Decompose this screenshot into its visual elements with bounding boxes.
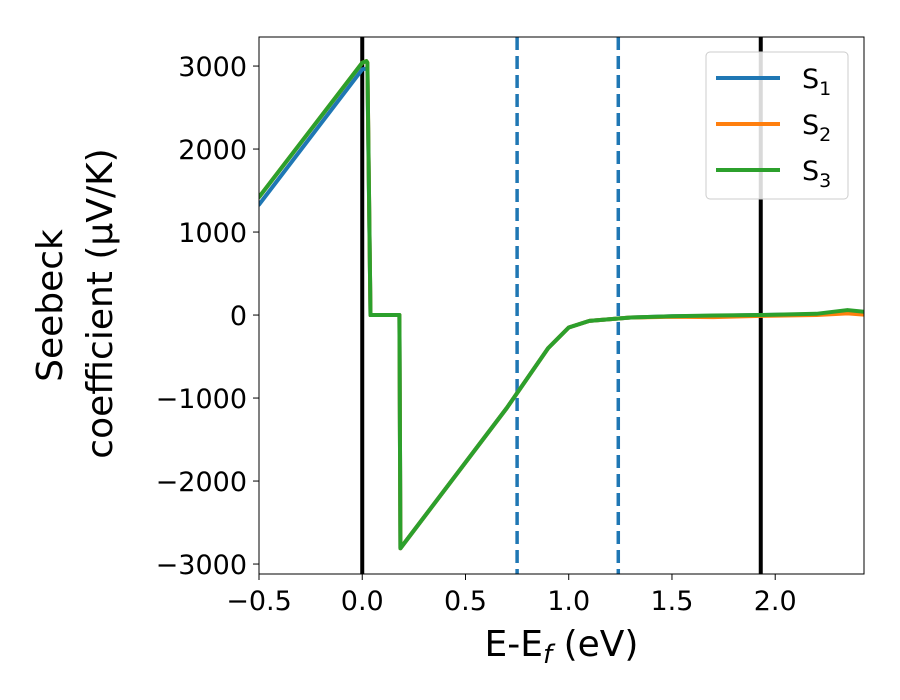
y-axis-title-line2: coefficient (μV/K)	[80, 148, 121, 458]
legend-label: S3	[802, 156, 831, 192]
x-tick-label: 0.0	[341, 586, 384, 617]
axis-ticks: −0.5 0.0 0.5 1.0 1.5 2.0 −3000 −2000 −1000 0 1000 2…	[156, 52, 797, 617]
y-tick-label: 3000	[178, 52, 247, 83]
y-tick-label: −1000	[156, 384, 247, 415]
x-tick-label: −0.5	[226, 586, 292, 617]
legend-label: S1	[802, 64, 831, 100]
axis-titles: E-Ef (eV) Seebeck coefficient (μV/K)	[30, 148, 638, 670]
x-tick-label: 0.5	[444, 586, 487, 617]
axes-frame	[258, 36, 865, 575]
x-axis-title-unit: (eV)	[552, 624, 638, 665]
y-tick-label: 0	[230, 301, 247, 332]
y-tick-label: −2000	[156, 467, 247, 498]
x-tick-label: 2.0	[754, 586, 797, 617]
legend: S1 S2 S3	[705, 51, 849, 200]
y-tick-label: −3000	[156, 550, 247, 581]
x-tick-label: 1.0	[547, 586, 590, 617]
series-line-S3	[259, 59, 864, 551]
y-tick-label: 2000	[178, 135, 247, 166]
y-axis-title-line1: Seebeck	[30, 229, 71, 382]
legend-label: S2	[802, 110, 831, 146]
x-axis-title: E-Ef (eV)	[485, 624, 639, 670]
x-axis-title-main: E-E	[485, 624, 543, 665]
y-tick-label: 1000	[178, 218, 247, 249]
x-tick-label: 1.5	[650, 586, 693, 617]
